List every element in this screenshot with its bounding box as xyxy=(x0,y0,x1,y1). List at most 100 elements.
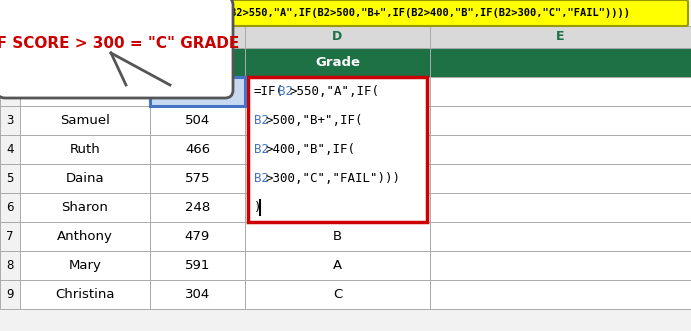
Text: >550,"A",IF(: >550,"A",IF( xyxy=(290,85,380,98)
Bar xyxy=(0,222,20,251)
Bar xyxy=(150,77,245,106)
Text: 248: 248 xyxy=(185,201,210,214)
Bar xyxy=(0,77,20,106)
Text: B2: B2 xyxy=(254,143,269,156)
Bar xyxy=(20,26,150,48)
Bar xyxy=(20,222,150,251)
Bar xyxy=(430,48,691,77)
FancyBboxPatch shape xyxy=(148,0,688,26)
Bar xyxy=(0,164,20,193)
Bar xyxy=(430,280,691,309)
Bar xyxy=(150,77,245,106)
Bar xyxy=(245,222,430,251)
Text: ): ) xyxy=(254,201,261,214)
Text: >500,"B+",IF(: >500,"B+",IF( xyxy=(266,114,363,127)
Text: 1: 1 xyxy=(6,56,14,69)
Text: 304: 304 xyxy=(185,288,210,301)
Text: Christina: Christina xyxy=(55,288,115,301)
Text: >300,"C","FAIL"))): >300,"C","FAIL"))) xyxy=(266,172,401,185)
Text: 504: 504 xyxy=(185,114,210,127)
Text: E: E xyxy=(556,30,565,43)
Bar xyxy=(20,77,150,106)
Text: A: A xyxy=(333,259,342,272)
Bar xyxy=(430,222,691,251)
Bar xyxy=(20,251,150,280)
Bar xyxy=(0,135,20,164)
Text: B: B xyxy=(80,30,90,43)
Bar xyxy=(150,222,245,251)
Bar xyxy=(150,251,245,280)
Text: 591: 591 xyxy=(184,259,210,272)
Bar xyxy=(430,77,691,106)
Text: =IF(: =IF( xyxy=(254,85,284,98)
Bar xyxy=(150,48,245,77)
Bar xyxy=(150,164,245,193)
Bar xyxy=(430,164,691,193)
Bar xyxy=(150,135,245,164)
Bar xyxy=(0,280,20,309)
Bar xyxy=(0,48,20,77)
Text: 4: 4 xyxy=(6,143,14,156)
Text: >400,"B",IF(: >400,"B",IF( xyxy=(266,143,356,156)
Polygon shape xyxy=(111,53,170,85)
Text: Ruth: Ruth xyxy=(70,143,100,156)
Text: B2: B2 xyxy=(278,85,293,98)
Text: Sharon: Sharon xyxy=(61,201,108,214)
Bar xyxy=(245,135,430,164)
Bar xyxy=(245,280,430,309)
Text: IF SCORE > 300 = "C" GRADE: IF SCORE > 300 = "C" GRADE xyxy=(0,36,239,51)
Bar xyxy=(150,106,245,135)
Bar xyxy=(150,193,245,222)
Text: 3: 3 xyxy=(6,114,14,127)
Text: C: C xyxy=(193,30,202,43)
Text: Anthony: Anthony xyxy=(57,230,113,243)
Bar xyxy=(20,193,150,222)
Bar xyxy=(20,280,150,309)
Text: 466: 466 xyxy=(185,143,210,156)
Text: D: D xyxy=(332,30,343,43)
Bar xyxy=(0,106,20,135)
Text: 7: 7 xyxy=(6,230,14,243)
Bar xyxy=(245,164,430,193)
Text: Peter: Peter xyxy=(68,85,102,98)
Text: Samuel: Samuel xyxy=(60,114,110,127)
Text: 5: 5 xyxy=(6,172,14,185)
Bar xyxy=(20,164,150,193)
Bar xyxy=(245,251,430,280)
Text: B2: B2 xyxy=(254,172,269,185)
Text: Grade: Grade xyxy=(315,56,360,69)
Bar xyxy=(430,135,691,164)
Bar xyxy=(20,106,150,135)
Text: 9: 9 xyxy=(6,288,14,301)
Text: 6: 6 xyxy=(6,201,14,214)
Text: 575: 575 xyxy=(184,172,210,185)
Text: 2: 2 xyxy=(6,85,14,98)
Bar xyxy=(430,106,691,135)
Text: 479: 479 xyxy=(185,230,210,243)
Bar xyxy=(150,280,245,309)
Text: Mary: Mary xyxy=(68,259,102,272)
Bar xyxy=(245,26,430,48)
Text: C: C xyxy=(333,288,342,301)
Bar xyxy=(0,251,20,280)
Text: =IF(B2>550,"A",IF(B2>500,"B+",IF(B2>400,"B",IF(B2>300,"C","FAIL")))): =IF(B2>550,"A",IF(B2>500,"B+",IF(B2>400,… xyxy=(205,8,630,18)
Text: Student: Student xyxy=(55,56,115,69)
Bar xyxy=(245,48,430,77)
Text: 377: 377 xyxy=(184,85,210,98)
FancyBboxPatch shape xyxy=(0,0,233,98)
Bar xyxy=(245,106,430,135)
Bar xyxy=(430,26,691,48)
Bar xyxy=(430,193,691,222)
Bar xyxy=(430,251,691,280)
Bar xyxy=(20,48,150,77)
Bar xyxy=(0,26,20,48)
Text: B2: B2 xyxy=(254,114,269,127)
Bar xyxy=(245,77,430,106)
Bar xyxy=(20,135,150,164)
Bar xyxy=(0,193,20,222)
Bar xyxy=(150,26,245,48)
Text: Score: Score xyxy=(176,56,218,69)
Bar xyxy=(248,77,427,222)
Text: 8: 8 xyxy=(6,259,14,272)
Text: B: B xyxy=(333,230,342,243)
